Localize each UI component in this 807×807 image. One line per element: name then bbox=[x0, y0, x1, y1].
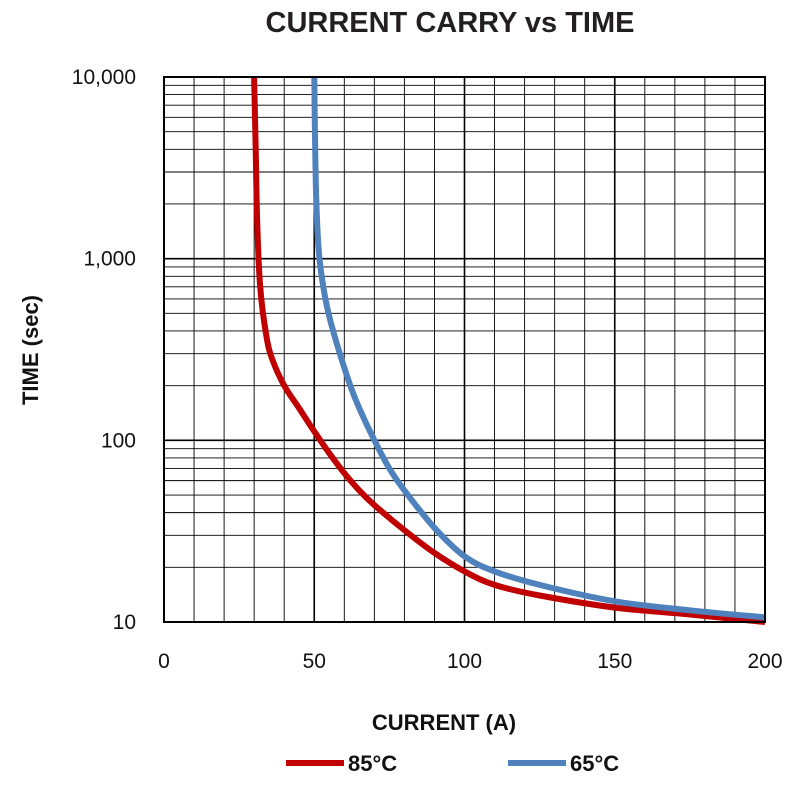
y-tick-label: 10,000 bbox=[72, 66, 136, 89]
x-tick-label: 0 bbox=[158, 650, 170, 673]
x-axis-title: CURRENT (A) bbox=[372, 710, 516, 735]
curves bbox=[251, 76, 766, 625]
y-tick-labels: 10 100 1,000 10,000 bbox=[72, 66, 136, 634]
grid bbox=[164, 77, 765, 622]
y-tick-label: 1,000 bbox=[83, 248, 136, 271]
series-line-1 bbox=[251, 76, 766, 625]
x-tick-label: 100 bbox=[447, 650, 482, 673]
y-tick-label: 100 bbox=[101, 429, 136, 452]
series-line-2 bbox=[311, 76, 766, 621]
legend-label: 85°C bbox=[348, 751, 397, 776]
plot-frame bbox=[163, 76, 766, 623]
x-tick-labels: 0 50 100 150 200 bbox=[158, 650, 782, 673]
legend-label: 65°C bbox=[570, 751, 619, 776]
y-axis-title: TIME (sec) bbox=[18, 295, 43, 405]
chart-title: CURRENT CARRY vs TIME bbox=[266, 7, 635, 39]
legend: 85°C 65°C bbox=[286, 751, 619, 776]
x-tick-label: 150 bbox=[597, 650, 632, 673]
x-tick-label: 200 bbox=[747, 650, 782, 673]
x-tick-label: 50 bbox=[303, 650, 326, 673]
y-tick-label: 10 bbox=[113, 611, 136, 634]
